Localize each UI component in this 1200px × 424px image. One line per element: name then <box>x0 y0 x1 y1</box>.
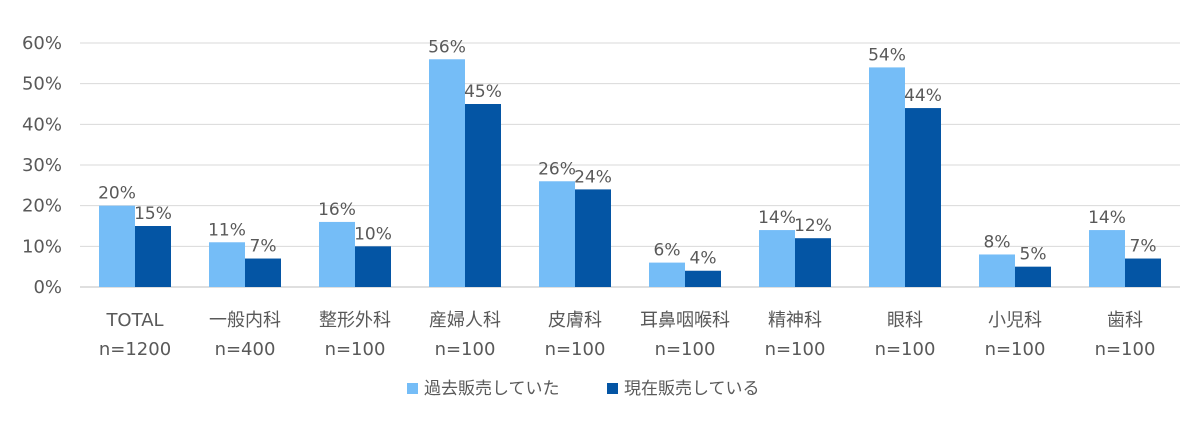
bar <box>135 226 171 287</box>
category-label: 産婦人科 <box>429 310 501 331</box>
category-label: 精神科 <box>768 310 822 331</box>
legend-swatch <box>407 383 418 394</box>
x-axis-categories: TOTAL n=1200 一般内科 n=400 整形外科 n=100 産婦人科 n=100 皮膚… <box>99 310 1156 360</box>
data-label: 16% <box>318 200 356 220</box>
category-sample-size: n=100 <box>325 339 386 360</box>
legend-label: 現在販売している <box>624 379 760 399</box>
bar <box>869 67 905 288</box>
bar <box>319 221 355 287</box>
data-label: 12% <box>794 216 832 236</box>
data-label: 7% <box>250 237 277 257</box>
bar <box>539 181 575 287</box>
category-label: 歯科 <box>1107 310 1143 331</box>
y-tick-label: 0% <box>33 277 62 298</box>
bar <box>1089 230 1125 287</box>
bar <box>979 254 1015 287</box>
data-label: 7% <box>1130 237 1157 257</box>
data-label: 45% <box>464 82 502 102</box>
bar <box>759 230 795 287</box>
bar <box>1125 258 1161 287</box>
data-label: 15% <box>134 204 172 224</box>
data-label: 8% <box>984 232 1011 252</box>
category-label: 一般内科 <box>209 310 281 331</box>
legend: 過去販売していた 現在販売している <box>407 379 760 399</box>
legend-swatch <box>607 383 618 394</box>
bars <box>99 59 1161 288</box>
bar <box>649 262 685 287</box>
category-sample-size: n=100 <box>655 339 716 360</box>
y-tick-label: 20% <box>22 196 62 217</box>
data-label: 56% <box>428 37 466 57</box>
data-label: 14% <box>758 208 796 228</box>
category-label: TOTAL <box>105 310 163 331</box>
bar <box>905 108 941 287</box>
category-label: 皮膚科 <box>548 310 602 331</box>
gridlines <box>80 42 1180 288</box>
category-label: 眼科 <box>887 310 923 331</box>
bar <box>355 246 391 287</box>
category-label: 整形外科 <box>319 310 391 331</box>
y-tick-label: 10% <box>22 236 62 257</box>
data-label: 44% <box>904 86 942 106</box>
y-tick-label: 50% <box>22 74 62 95</box>
legend-label: 過去販売していた <box>424 379 560 399</box>
category-sample-size: n=1200 <box>99 339 171 360</box>
bar <box>245 258 281 287</box>
bar <box>465 104 501 287</box>
category-sample-size: n=100 <box>875 339 936 360</box>
category-label: 小児科 <box>988 310 1042 331</box>
category-sample-size: n=400 <box>215 339 276 360</box>
data-label: 54% <box>868 45 906 65</box>
data-label: 26% <box>538 159 576 179</box>
category-sample-size: n=100 <box>985 339 1046 360</box>
y-tick-label: 60% <box>22 33 62 54</box>
category-sample-size: n=100 <box>1095 339 1156 360</box>
y-tick-label: 30% <box>22 155 62 176</box>
bar <box>685 270 721 287</box>
data-label: 4% <box>690 249 717 269</box>
data-label: 5% <box>1020 245 1047 265</box>
bar <box>99 205 135 287</box>
data-label: 6% <box>654 241 681 261</box>
bar <box>209 242 245 287</box>
data-labels: 20% 11% 16% 56% 26% 6% 14% 54% 8% 14% 15% 7% 10% 45% 2… <box>98 37 1156 268</box>
category-sample-size: n=100 <box>435 339 496 360</box>
data-label: 10% <box>354 224 392 244</box>
data-label: 11% <box>208 220 246 240</box>
data-label: 20% <box>98 184 136 204</box>
data-label: 24% <box>574 167 612 187</box>
category-label: 耳鼻咽喉科 <box>640 310 730 331</box>
y-axis-ticks: 0% 10% 20% 30% 40% 50% 60% <box>22 33 62 298</box>
bar <box>429 59 465 288</box>
y-tick-label: 40% <box>22 114 62 135</box>
bar <box>795 238 831 287</box>
bar <box>575 189 611 287</box>
bar <box>1015 266 1051 287</box>
category-sample-size: n=100 <box>765 339 826 360</box>
data-label: 14% <box>1088 208 1126 228</box>
category-sample-size: n=100 <box>545 339 606 360</box>
